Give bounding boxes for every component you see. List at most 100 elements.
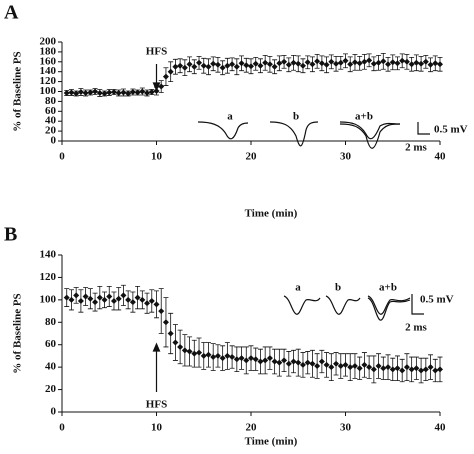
y-tick-label: 20 [45, 383, 57, 395]
data-point [82, 293, 89, 300]
trace [367, 295, 411, 315]
annotation-arrow [152, 342, 161, 392]
data-point [337, 363, 344, 370]
data-point [248, 63, 254, 70]
data-point [389, 59, 396, 66]
y-tick-label: 20 [45, 125, 57, 137]
data-point [337, 59, 344, 66]
x-tick-label: 40 [435, 422, 447, 434]
data-point [309, 360, 316, 367]
data-point [408, 366, 415, 373]
data-point [106, 293, 113, 300]
data-point [153, 301, 160, 308]
trace [339, 121, 401, 140]
data-point [394, 365, 401, 372]
data-point [276, 359, 283, 366]
data-point [323, 361, 330, 368]
data-point [92, 88, 99, 95]
trace [367, 297, 411, 321]
y-tick-label: 180 [40, 45, 57, 57]
trace [339, 123, 401, 149]
data-point [380, 58, 387, 65]
data-point [262, 357, 269, 364]
data-point [347, 364, 354, 371]
data-point [266, 61, 273, 68]
data-point [437, 61, 443, 68]
data-point [186, 61, 193, 68]
data-point [177, 62, 184, 69]
data-point [285, 360, 292, 367]
data-point [101, 296, 108, 303]
data-point [238, 60, 245, 67]
data-point [139, 296, 146, 303]
data-point [328, 364, 335, 371]
y-tick-label: 120 [40, 75, 57, 87]
data-point [148, 297, 155, 304]
data-point [361, 58, 368, 65]
y-tick-label: 60 [45, 105, 57, 117]
x-tick-label: 10 [151, 151, 163, 163]
data-point [394, 60, 401, 67]
data-point [139, 88, 146, 95]
data-point [200, 62, 207, 69]
scale-label: 0.5 mV [434, 124, 468, 136]
data-point [224, 62, 231, 69]
data-point [399, 57, 406, 64]
data-point [422, 366, 429, 373]
data-point [233, 356, 240, 363]
x-tick-label: 10 [151, 422, 163, 434]
data-point [385, 364, 392, 371]
y-tick-label: 100 [40, 85, 57, 97]
data-point [262, 59, 269, 66]
x-tick-label: 0 [59, 422, 65, 434]
data-point [437, 366, 443, 373]
y-tick-label: 140 [40, 249, 57, 261]
data-point [375, 59, 382, 66]
data-point [120, 292, 127, 299]
data-point [200, 352, 207, 359]
data-point [68, 296, 75, 303]
trace [269, 121, 319, 147]
data-point [87, 89, 94, 96]
data-point [191, 350, 198, 357]
data-point [177, 343, 184, 350]
trace [197, 121, 249, 140]
data-point [148, 88, 155, 95]
y-tick-label: 160 [40, 55, 57, 67]
y-axis-label: % of Baseline PS [12, 293, 24, 373]
x-tick-label: 20 [246, 151, 258, 163]
data-point [158, 83, 165, 90]
data-point [181, 64, 188, 71]
data-point [304, 59, 311, 66]
data-point [403, 364, 410, 371]
inset-label: a+b [379, 282, 397, 294]
data-point [432, 367, 439, 374]
data-point [229, 61, 236, 68]
data-point [389, 366, 396, 373]
y-tick-label: 40 [45, 361, 57, 373]
data-point [144, 89, 151, 96]
data-point [418, 367, 425, 374]
data-point [167, 330, 174, 337]
data-point [413, 365, 420, 372]
data-point [361, 361, 368, 368]
data-point [120, 89, 127, 96]
data-point [167, 68, 174, 75]
panel-label: B [4, 224, 17, 246]
trace [283, 295, 321, 315]
inset-label: a [295, 282, 301, 294]
y-axis-label: % of Baseline PS [12, 51, 24, 131]
data-point [101, 90, 108, 97]
data-point [333, 360, 340, 367]
y-tick-label: 120 [40, 271, 57, 283]
data-point [281, 357, 288, 364]
data-point [351, 59, 358, 66]
data-point [304, 359, 311, 366]
annotation: HFS [146, 46, 167, 58]
data-point [252, 356, 259, 363]
data-point [318, 60, 325, 67]
data-point [243, 62, 250, 69]
data-point [205, 351, 212, 358]
data-point [413, 59, 420, 66]
scale-label: 0.5 mV [420, 294, 454, 306]
